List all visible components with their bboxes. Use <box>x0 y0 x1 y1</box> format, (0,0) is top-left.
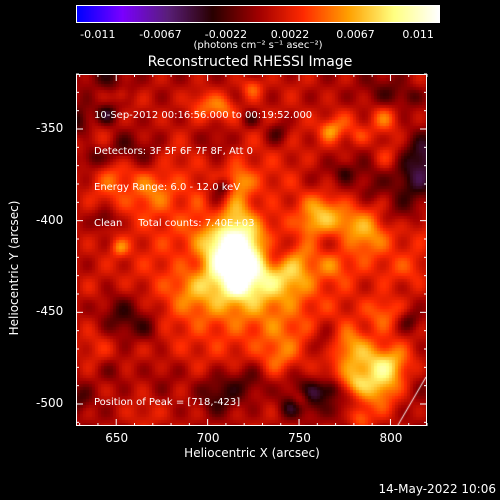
y-tick-label: -350 <box>36 121 64 135</box>
colorbar-tick-label: 0.011 <box>402 28 434 41</box>
colorbar-tick-label: -0.0067 <box>139 28 182 41</box>
annotation-total-counts: Clean Total counts: 7.40E+03 <box>94 218 255 229</box>
colorbar-gradient <box>77 6 439 22</box>
x-axis-label: Heliocentric X (arcsec) <box>184 446 320 460</box>
annotation-time-range: 10-Sep-2012 00:16:56.000 to 00:19:52.000 <box>94 110 313 121</box>
y-axis-label: Heliocentric Y (arcsec) <box>7 200 21 336</box>
x-tick-label: 800 <box>379 431 403 445</box>
y-tick-label: -500 <box>36 396 64 410</box>
y-tick-label: -400 <box>36 212 64 227</box>
x-tick-label: 700 <box>196 431 220 445</box>
peak-position-label: Position of Peak = [718,-423] <box>94 397 241 408</box>
colorbar-tick-label: -0.0022 <box>204 28 248 41</box>
colorbar-tick-label: 0.0022 <box>270 28 310 41</box>
y-tick-label: -450 <box>36 304 64 319</box>
annotation-energy-range: Energy Range: 6.0 - 12.0 keV <box>94 182 241 193</box>
x-tick-label: 650 <box>105 431 129 445</box>
colorbar-tick-label: -0.011 <box>80 28 116 41</box>
colorbar-units: (photons cm⁻² s⁻¹ asec⁻²) <box>193 40 323 51</box>
colorbar <box>76 5 440 23</box>
chart-title: Reconstructed RHESSI Image <box>147 54 353 70</box>
rhessi-heatmap <box>77 75 426 425</box>
colorbar-tick-label: 0.0067 <box>336 28 375 41</box>
date-stamp: 14-May-2022 10:06 <box>378 482 496 496</box>
annotation-detectors: Detectors: 3F 5F 6F 7F 8F, Att 0 <box>94 146 254 157</box>
observation-annotation: 10-Sep-2012 00:16:56.000 to 00:19:52.000… <box>94 86 312 242</box>
x-tick-label: 750 <box>288 431 311 445</box>
image-plot-area[interactable] <box>76 74 427 426</box>
